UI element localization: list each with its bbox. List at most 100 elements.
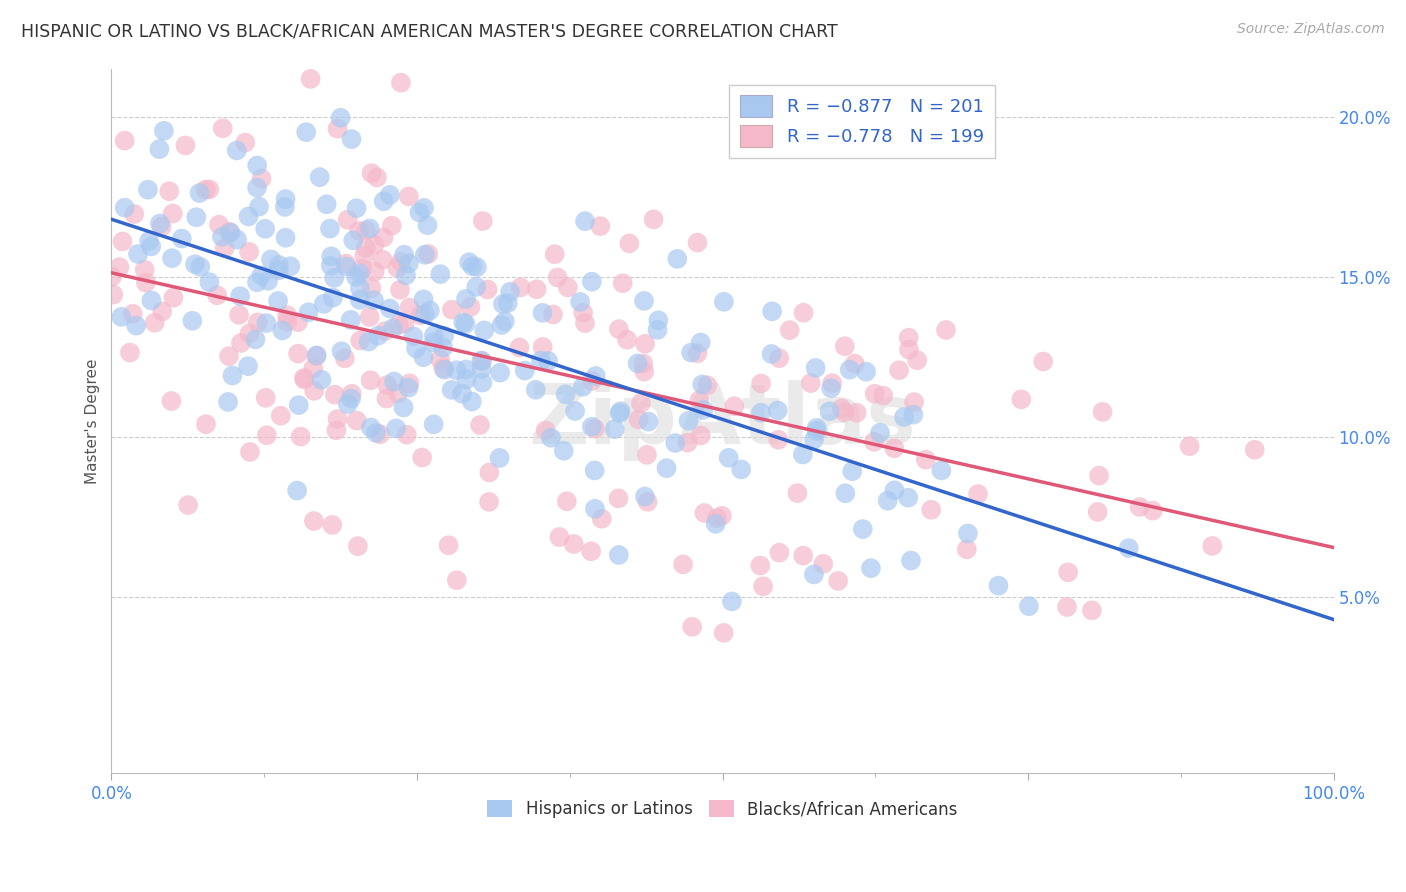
Point <box>607 322 630 336</box>
Point <box>630 396 652 410</box>
Point <box>465 280 488 294</box>
Point <box>148 142 170 156</box>
Point <box>381 219 404 233</box>
Point <box>768 433 790 447</box>
Point <box>354 241 377 255</box>
Point <box>454 292 477 306</box>
Point <box>267 263 290 277</box>
Point <box>792 448 814 462</box>
Point <box>349 281 371 295</box>
Point <box>319 259 342 273</box>
Point <box>346 201 368 215</box>
Point <box>387 260 409 275</box>
Point <box>537 354 560 368</box>
Point <box>820 381 842 395</box>
Point <box>250 171 273 186</box>
Point <box>394 317 416 331</box>
Point <box>607 491 630 506</box>
Point <box>713 625 735 640</box>
Point <box>330 344 353 359</box>
Point <box>612 276 634 290</box>
Point <box>108 260 131 274</box>
Point <box>863 434 886 449</box>
Point <box>897 331 920 345</box>
Point <box>319 221 342 235</box>
Point <box>323 271 346 285</box>
Point <box>616 333 638 347</box>
Point <box>254 316 277 330</box>
Point <box>419 303 441 318</box>
Point <box>637 415 659 429</box>
Point <box>723 399 745 413</box>
Point <box>619 236 641 251</box>
Point <box>143 316 166 330</box>
Point <box>246 180 269 194</box>
Point <box>454 317 477 331</box>
Point <box>547 270 569 285</box>
Point <box>540 431 562 445</box>
Point <box>859 561 882 575</box>
Point <box>572 306 595 320</box>
Point <box>217 395 239 409</box>
Point <box>453 315 475 329</box>
Point <box>398 189 420 203</box>
Point <box>1081 603 1104 617</box>
Point <box>274 192 297 206</box>
Point <box>260 252 283 267</box>
Point <box>211 121 233 136</box>
Point <box>869 425 891 440</box>
Point <box>458 255 481 269</box>
Point <box>1201 539 1223 553</box>
Point <box>323 387 346 401</box>
Point <box>238 210 260 224</box>
Point <box>302 361 325 376</box>
Point <box>392 248 415 262</box>
Point <box>336 397 359 411</box>
Point <box>655 461 678 475</box>
Point <box>844 357 866 371</box>
Point <box>478 495 501 509</box>
Point <box>349 266 371 280</box>
Point <box>138 234 160 248</box>
Point <box>749 558 772 573</box>
Point <box>900 553 922 567</box>
Point <box>468 418 491 433</box>
Point <box>121 307 143 321</box>
Point <box>897 343 920 357</box>
Point <box>340 132 363 146</box>
Point <box>1088 468 1111 483</box>
Point <box>686 235 709 250</box>
Point <box>572 380 595 394</box>
Point <box>125 318 148 333</box>
Point <box>768 351 790 366</box>
Point <box>429 267 451 281</box>
Point <box>451 386 474 401</box>
Point <box>388 318 411 332</box>
Point <box>229 289 252 303</box>
Point <box>967 487 990 501</box>
Point <box>378 301 401 316</box>
Point <box>803 433 825 447</box>
Point <box>696 378 718 392</box>
Point <box>553 443 575 458</box>
Point <box>422 417 444 432</box>
Point <box>416 218 439 232</box>
Point <box>1178 439 1201 453</box>
Point <box>315 197 337 211</box>
Point <box>349 334 371 348</box>
Point <box>205 288 228 302</box>
Point <box>574 214 596 228</box>
Point <box>903 408 925 422</box>
Point <box>721 594 744 608</box>
Point <box>461 259 484 273</box>
Point <box>437 538 460 552</box>
Point <box>433 328 456 343</box>
Point <box>800 376 823 391</box>
Point <box>706 511 728 525</box>
Point <box>103 287 125 301</box>
Point <box>710 508 733 523</box>
Point <box>429 352 451 367</box>
Point <box>245 332 267 346</box>
Point <box>541 308 564 322</box>
Point <box>368 427 391 442</box>
